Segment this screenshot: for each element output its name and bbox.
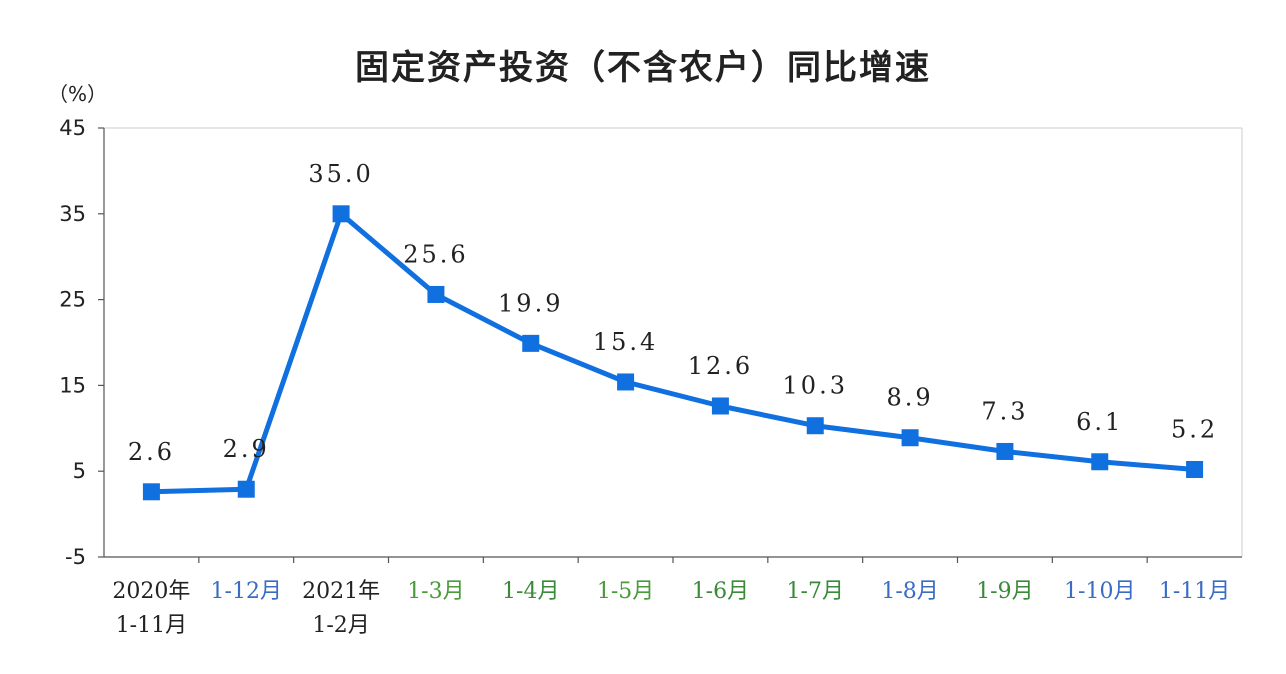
data-label: 35.0 <box>308 160 373 188</box>
data-label: 2.6 <box>128 438 175 466</box>
data-label: 10.3 <box>783 372 848 400</box>
data-point-marker <box>806 417 824 435</box>
y-axis-unit-label: （%） <box>48 82 108 106</box>
y-tick-label: 35 <box>59 202 86 226</box>
data-label: 6.1 <box>1076 408 1123 436</box>
data-point-marker <box>142 483 160 501</box>
x-tick-label: 1-3月 <box>407 579 464 604</box>
x-tick-label: 1-11月 <box>116 613 187 638</box>
data-label: 2.9 <box>223 435 270 463</box>
x-tick-label: 1-5月 <box>597 579 654 604</box>
data-point-marker <box>1091 453 1109 471</box>
x-tick-label: 1-9月 <box>976 579 1033 604</box>
y-tick-label: 15 <box>59 373 86 397</box>
data-point-marker <box>996 442 1014 460</box>
chart-title: 固定资产投资（不含农户）同比增速 <box>355 48 931 88</box>
data-point-marker <box>617 373 635 391</box>
data-point-marker <box>332 205 350 223</box>
data-label: 12.6 <box>688 352 753 380</box>
y-tick-label: -5 <box>65 545 86 569</box>
x-tick-label: 1-6月 <box>692 579 749 604</box>
x-tick-label: 2020年 <box>112 579 190 604</box>
data-label: 19.9 <box>498 289 563 317</box>
data-point-marker <box>237 480 255 498</box>
x-tick-label: 1-10月 <box>1064 579 1135 604</box>
x-tick-label: 2021年 <box>302 579 380 604</box>
data-label: 7.3 <box>981 397 1028 425</box>
x-tick-label: 1-4月 <box>502 579 559 604</box>
data-label: 15.4 <box>593 328 658 356</box>
x-tick-label: 1-8月 <box>881 579 938 604</box>
y-tick-label: 5 <box>73 459 86 483</box>
data-label: 25.6 <box>403 240 468 268</box>
data-label: 8.9 <box>886 384 933 412</box>
y-tick-label: 45 <box>59 116 86 140</box>
x-tick-label: 1-2月 <box>312 613 369 638</box>
y-tick-label: 25 <box>59 288 86 312</box>
x-tick-label: 1-12月 <box>211 579 282 604</box>
series-line <box>148 211 1198 495</box>
data-point-marker <box>1186 460 1204 478</box>
x-tick-label: 1-7月 <box>787 579 844 604</box>
data-point-marker <box>901 429 919 447</box>
data-point-marker <box>522 334 540 352</box>
x-tick-label: 1-11月 <box>1159 579 1230 604</box>
data-label: 5.2 <box>1171 415 1218 443</box>
data-point-marker <box>711 397 729 415</box>
data-point-marker <box>427 285 445 303</box>
